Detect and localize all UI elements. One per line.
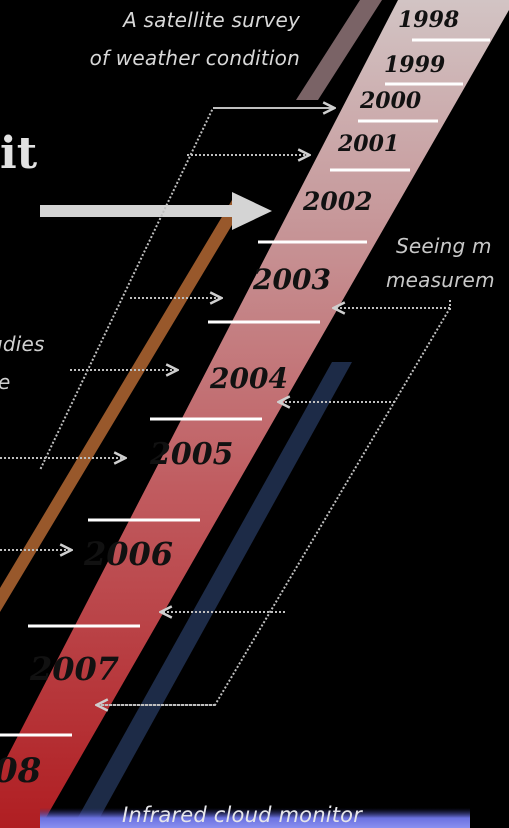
connector-lines	[0, 108, 451, 705]
year-label: 08	[0, 751, 41, 791]
year-label: 2004	[209, 362, 288, 395]
year-label: 1998	[398, 7, 459, 33]
highlight-arrow	[40, 192, 272, 230]
year-label: 1999	[384, 52, 445, 78]
year-label: 2002	[302, 187, 373, 216]
caption-right-line1: Seeing m	[396, 234, 492, 258]
year-label: 2007	[29, 650, 119, 688]
year-labels: 1998 1999 2000 2001 2002 2003 2004 2005 …	[0, 7, 459, 791]
year-label: 2005	[149, 437, 234, 472]
caption-left-line2: te	[0, 370, 11, 394]
year-label: 2003	[252, 263, 331, 296]
year-label: 2001	[337, 131, 399, 157]
year-dividers	[0, 38, 490, 737]
top-band-fragment	[296, 0, 382, 100]
caption-right-line2: measurem	[386, 268, 495, 292]
blue-band	[72, 362, 352, 828]
caption-top-line1: A satellite survey	[123, 8, 300, 32]
year-label: 2000	[359, 88, 422, 114]
caption-left-line1: udies	[0, 332, 45, 356]
orange-band	[0, 200, 247, 612]
page-heading: it	[0, 128, 38, 179]
year-label: 2006	[83, 535, 173, 573]
caption-bottom: Infrared cloud monitor	[122, 803, 363, 827]
bottom-glow	[40, 808, 470, 828]
caption-top-line2: of weather condition	[89, 46, 300, 70]
